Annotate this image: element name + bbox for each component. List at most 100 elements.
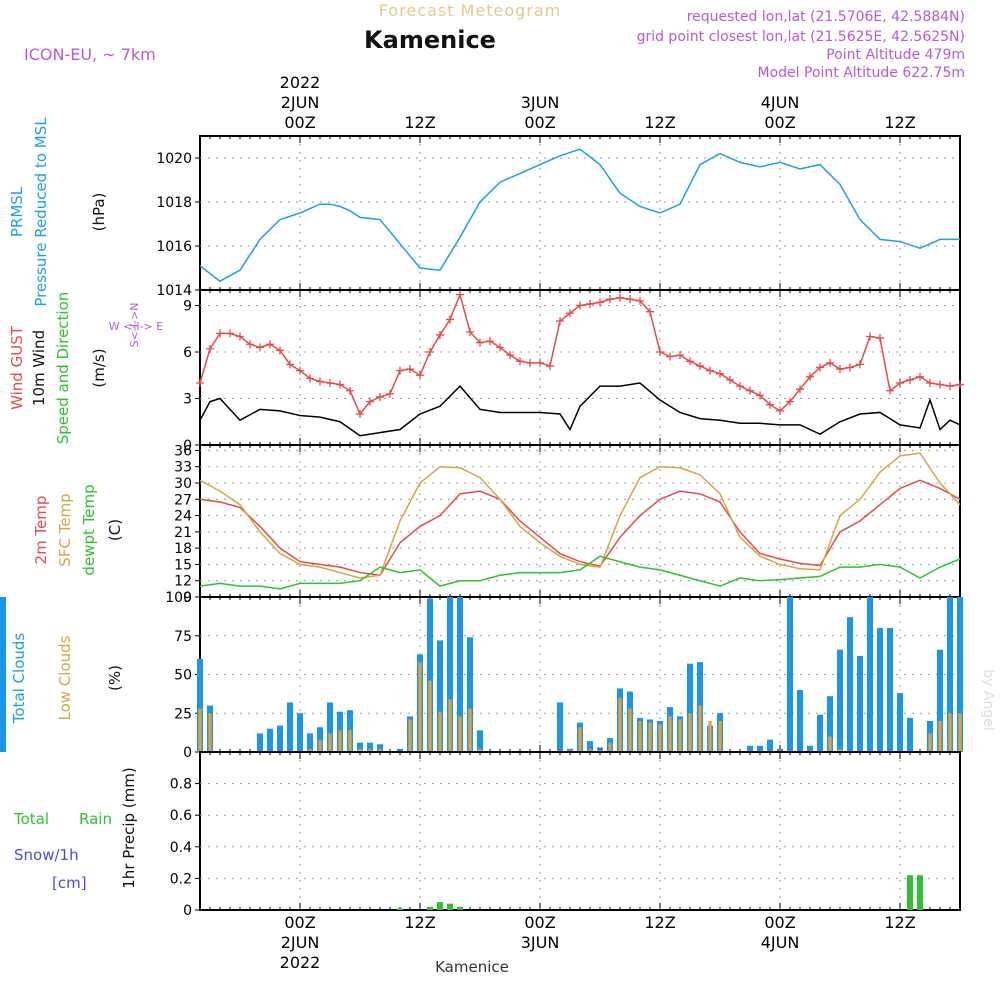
snow-unit: [cm] bbox=[52, 874, 87, 892]
bar bbox=[197, 659, 203, 752]
bar bbox=[478, 748, 482, 752]
top-time-label: 2JUN bbox=[281, 93, 320, 112]
gust-point bbox=[726, 375, 734, 384]
bar bbox=[897, 693, 903, 752]
bottom-time-label: 2JUN bbox=[281, 933, 320, 952]
gust-point bbox=[826, 358, 834, 367]
y-tick-label: 18 bbox=[174, 541, 192, 557]
bar bbox=[907, 717, 913, 752]
gust-point bbox=[696, 361, 704, 370]
bar bbox=[587, 741, 593, 752]
bar bbox=[418, 662, 422, 752]
wind-gust-label: Wind GUST bbox=[8, 325, 26, 410]
gust-point bbox=[236, 332, 244, 341]
bar bbox=[468, 708, 472, 752]
bar bbox=[588, 748, 592, 752]
low-clouds-label: Low Clouds bbox=[56, 635, 74, 720]
gust-point bbox=[496, 343, 504, 352]
bar bbox=[828, 736, 832, 752]
gust-point bbox=[436, 330, 444, 339]
panel-5: 0 0.2 0.4 0.6 0.8 bbox=[170, 751, 961, 919]
bar bbox=[457, 597, 463, 752]
y-tick-label: 0.4 bbox=[170, 840, 192, 856]
top-time-label: 00Z bbox=[764, 113, 795, 132]
temp-sfc-label: SFC Temp bbox=[56, 493, 74, 566]
speed-direction-label: Speed and Direction bbox=[54, 292, 72, 445]
panel-2: 0 3 6 9 bbox=[183, 289, 964, 454]
y-tick-label: 33 bbox=[174, 460, 192, 476]
bar bbox=[887, 628, 893, 752]
bar bbox=[308, 748, 312, 752]
gust-point bbox=[446, 315, 454, 324]
bar bbox=[618, 697, 622, 752]
bar bbox=[958, 713, 962, 752]
temp-2m-label: 2m Temp bbox=[32, 496, 50, 565]
bar bbox=[827, 696, 833, 752]
gust-point bbox=[546, 361, 554, 370]
bar bbox=[578, 727, 582, 752]
grid-point-coords: grid point closest lon,lat (21.5625E, 42… bbox=[637, 29, 965, 45]
requested-coords: requested lon,lat (21.5706E, 42.5884N) bbox=[687, 9, 965, 25]
series-prmsl bbox=[199, 148, 960, 283]
gust-point bbox=[766, 400, 774, 409]
top-time-label: 12Z bbox=[404, 113, 435, 132]
bar bbox=[877, 628, 883, 752]
top-time-label: 00Z bbox=[284, 113, 315, 132]
model-label: ICON-EU, ~ 7km bbox=[24, 45, 156, 64]
gust-point bbox=[606, 295, 614, 304]
y-tick-label: 0 bbox=[183, 745, 192, 761]
bar bbox=[628, 708, 632, 752]
gust-point bbox=[776, 406, 784, 415]
bottom-time-label: 12Z bbox=[644, 913, 675, 932]
bottom-time-label: 2022 bbox=[280, 953, 321, 972]
gust-point bbox=[806, 372, 814, 381]
bar bbox=[698, 705, 702, 752]
snow-label: Snow/1h bbox=[14, 846, 79, 864]
y-tick-label: 27 bbox=[174, 492, 192, 508]
y-tick-label: 6 bbox=[183, 345, 192, 361]
bar bbox=[807, 745, 813, 752]
gust-point bbox=[716, 369, 724, 378]
location-title: Kamenice bbox=[364, 26, 496, 54]
bar bbox=[947, 597, 953, 752]
wind-unit: (m/s) bbox=[90, 348, 108, 387]
point-altitude: Point Altitude 479m bbox=[826, 47, 965, 63]
gust-point bbox=[526, 358, 534, 367]
bar bbox=[437, 640, 443, 752]
panel5-labels: Total Rain Snow/1h [cm] 1hr Precip (mm) bbox=[13, 767, 138, 892]
bar bbox=[448, 699, 452, 752]
gust-point bbox=[286, 360, 294, 369]
gust-point bbox=[926, 379, 934, 387]
bar bbox=[867, 597, 873, 752]
panel-frame bbox=[199, 751, 961, 911]
gust-point bbox=[616, 293, 624, 302]
gust-point bbox=[816, 363, 824, 372]
bar bbox=[917, 875, 923, 910]
bar bbox=[437, 902, 443, 910]
top-time-label: 12Z bbox=[884, 113, 915, 132]
bar bbox=[948, 713, 952, 752]
y-tick-label: 1014 bbox=[156, 283, 192, 299]
gust-point bbox=[676, 351, 684, 360]
bar bbox=[608, 742, 612, 752]
gust-point bbox=[656, 348, 664, 356]
bar bbox=[907, 875, 913, 910]
bar bbox=[357, 742, 363, 752]
gust-point bbox=[226, 329, 234, 338]
y-tick-label: 30 bbox=[174, 476, 192, 492]
gust-point bbox=[536, 358, 544, 367]
panel-frame bbox=[199, 135, 961, 291]
bar bbox=[438, 711, 442, 752]
bar bbox=[928, 733, 932, 752]
bar bbox=[457, 906, 463, 910]
panel-frame bbox=[199, 444, 961, 598]
gust-point bbox=[506, 351, 514, 360]
y-tick-label: 9 bbox=[183, 590, 192, 606]
gust-point bbox=[666, 352, 674, 361]
gust-point bbox=[486, 337, 494, 346]
panel-1: 1014 1016 1018 1020 bbox=[156, 135, 961, 299]
gust-point bbox=[646, 307, 654, 316]
bar bbox=[208, 713, 212, 752]
